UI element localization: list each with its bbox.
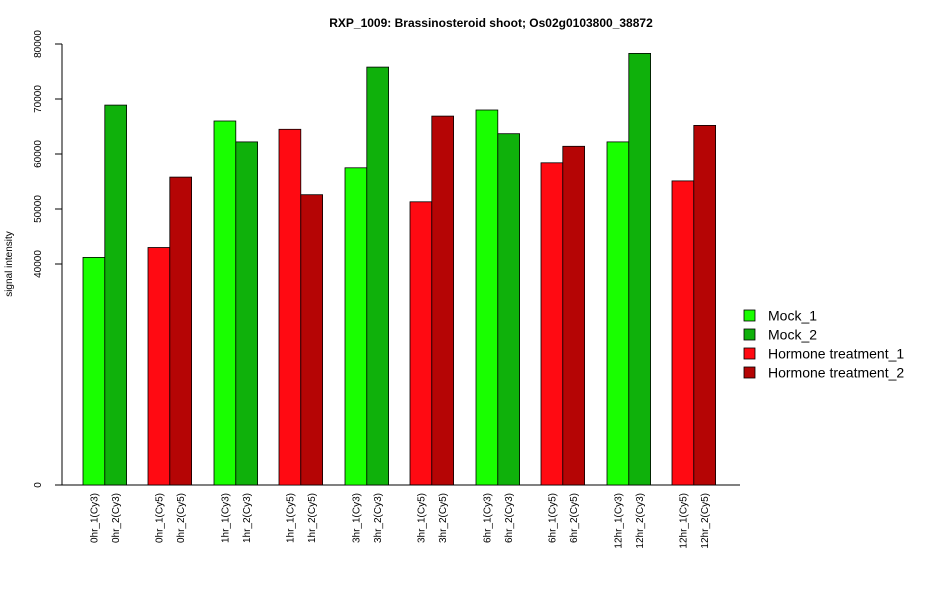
bar-6hr_1(Cy5) [540,162,564,486]
x-tick-label: 3hr_2(Cy5) [438,493,449,543]
x-tick-label: 0hr_1(Cy3) [89,493,100,543]
y-ticks-group: 0 40000 50000 60000 70000 80000 [33,30,62,488]
x-tick-label: 12hr_2(Cy5) [700,493,711,549]
x-tick-label: 1hr_2(Cy5) [307,493,318,543]
x-tick-label: 6hr_2(Cy5) [569,493,580,543]
x-tick-label: 1hr_1(Cy5) [285,493,296,543]
legend-label: Mock_1 [768,308,817,324]
legend-label: Hormone treatment_1 [768,346,904,362]
y-tick-label: 50000 [33,195,44,223]
bar-6hr_1(Cy3) [475,109,499,486]
legend-swatch-Mock_1 [743,309,756,322]
bar-3hr_2(Cy5) [431,115,454,486]
x-tick-label: 12hr_2(Cy3) [635,493,646,549]
bars-group [82,53,716,486]
bar-0hr_2(Cy5) [169,176,193,486]
legend-swatch-Mock_2 [743,328,756,341]
x-tick-label: 1hr_2(Cy3) [242,493,253,543]
bar-12hr_2(Cy5) [693,125,716,486]
y-tick-label: 70000 [33,85,44,113]
chart-title: RXP_1009: Brassinosteroid shoot; Os02g01… [329,16,653,30]
x-tick-label: 3hr_1(Cy3) [351,493,362,543]
bar-0hr_1(Cy5) [147,247,171,486]
x-ticks-group: 0hr_1(Cy3) 0hr_2(Cy3) 0hr_1(Cy5) 0hr_2(Cy5)… [89,493,711,549]
bar-1hr_1(Cy5) [278,128,302,486]
bar-6hr_2(Cy5) [562,145,585,486]
x-tick-label: 3hr_1(Cy5) [416,493,427,543]
legend-label: Hormone treatment_2 [768,365,904,381]
x-tick-label: 0hr_2(Cy3) [111,493,122,543]
x-tick-label: 3hr_2(Cy3) [373,493,384,543]
legend-swatch-Hormone treatment_1 [743,347,756,360]
bar-6hr_2(Cy3) [497,133,520,486]
y-axis-label: signal intensity [4,231,15,297]
x-tick-label: 0hr_1(Cy5) [154,493,165,543]
bar-3hr_1(Cy3) [344,167,368,486]
bar-0hr_1(Cy3) [82,256,106,486]
x-tick-label: 6hr_1(Cy5) [547,493,558,543]
y-tick-label: 40000 [33,250,44,278]
x-tick-label: 1hr_1(Cy3) [220,493,231,543]
legend: Mock_1 Mock_2 Hormone treatment_1 Hormone t… [743,308,904,381]
x-tick-label: 0hr_2(Cy5) [176,493,187,543]
legend-swatch-Hormone treatment_2 [743,366,756,379]
bar-12hr_2(Cy3) [628,53,651,486]
bar-1hr_1(Cy3) [213,120,237,486]
y-tick-label: 0 [33,482,44,488]
bar-12hr_1(Cy5) [671,180,695,486]
x-tick-label: 6hr_1(Cy3) [482,493,493,543]
bar-3hr_2(Cy3) [366,66,389,486]
x-tick-label: 6hr_2(Cy3) [504,493,515,543]
legend-label: Mock_2 [768,327,817,343]
x-tick-label: 12hr_1(Cy3) [613,493,624,549]
y-tick-label: 80000 [33,30,44,58]
bar-3hr_1(Cy5) [409,201,433,486]
bar-1hr_2(Cy3) [235,141,259,486]
bar-12hr_1(Cy3) [606,141,630,486]
x-tick-label: 12hr_1(Cy5) [678,493,689,549]
y-tick-label: 60000 [33,140,44,168]
bar-0hr_2(Cy3) [104,104,128,486]
bar-1hr_2(Cy5) [300,194,323,486]
